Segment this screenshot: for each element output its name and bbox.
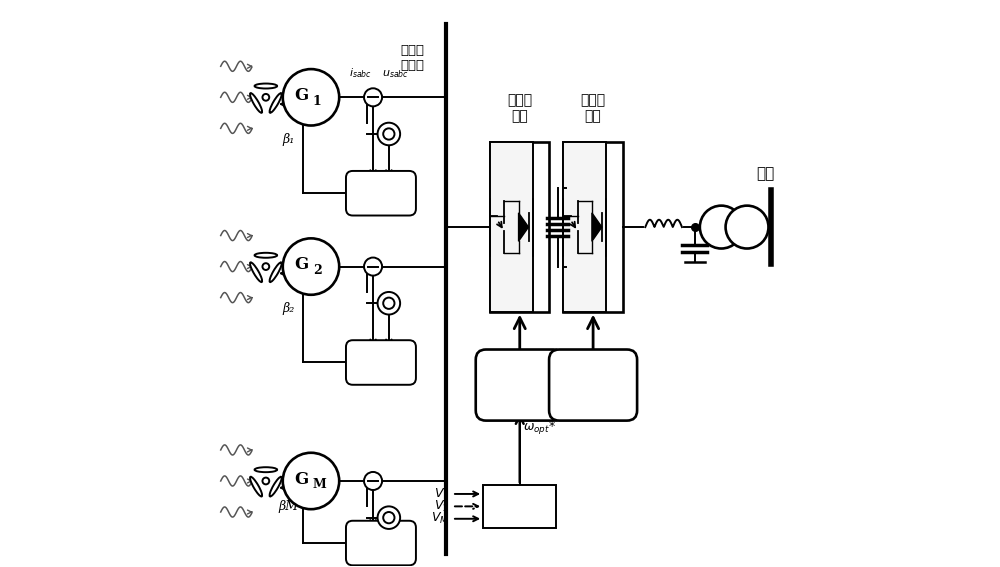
Circle shape	[383, 298, 394, 309]
Ellipse shape	[270, 93, 282, 113]
Circle shape	[378, 506, 400, 529]
Text: $V_1$: $V_1$	[434, 486, 449, 501]
FancyBboxPatch shape	[346, 171, 416, 215]
Text: β₁: β₁	[282, 133, 295, 146]
Text: 1: 1	[313, 95, 321, 108]
Text: 机侧
控制器: 机侧 控制器	[508, 371, 532, 399]
Ellipse shape	[255, 253, 277, 258]
Text: 最大风能输
出控制: 最大风能输 出控制	[501, 492, 538, 521]
Circle shape	[283, 453, 339, 509]
Text: $i_{sabc}$: $i_{sabc}$	[349, 66, 372, 81]
Text: G: G	[294, 256, 309, 273]
Text: G: G	[294, 471, 309, 488]
Circle shape	[383, 512, 394, 523]
Text: βM: βM	[278, 500, 298, 513]
Text: M: M	[313, 479, 326, 492]
Text: $\omega_{opt}$*: $\omega_{opt}$*	[523, 419, 556, 436]
Circle shape	[364, 257, 382, 276]
FancyBboxPatch shape	[549, 349, 637, 421]
Text: 电网: 电网	[756, 166, 774, 181]
Ellipse shape	[270, 263, 282, 282]
Polygon shape	[592, 213, 602, 242]
Text: 2: 2	[313, 264, 321, 277]
Bar	[490, 142, 533, 312]
Circle shape	[383, 128, 394, 139]
Bar	[563, 142, 606, 312]
Text: 网侧变
流器: 网侧变 流器	[581, 94, 606, 124]
Text: G: G	[294, 87, 309, 104]
Text: 变桨
控制全2: 变桨 控制全2	[367, 352, 394, 373]
Bar	[490, 142, 549, 312]
Circle shape	[283, 238, 339, 295]
Text: $V_2$: $V_2$	[434, 499, 449, 514]
Text: 机侧变
流器: 机侧变 流器	[507, 94, 532, 124]
FancyBboxPatch shape	[476, 349, 564, 421]
Bar	[563, 142, 623, 312]
Text: $u_{sabc}$: $u_{sabc}$	[382, 69, 409, 81]
FancyBboxPatch shape	[346, 521, 416, 565]
Ellipse shape	[255, 83, 277, 88]
Circle shape	[378, 122, 400, 145]
Circle shape	[364, 88, 382, 107]
FancyBboxPatch shape	[346, 340, 416, 385]
Text: 网侧
控制器: 网侧 控制器	[581, 371, 605, 399]
Text: · · · ·: · · · ·	[344, 365, 391, 383]
Circle shape	[283, 69, 339, 125]
Text: β₂: β₂	[282, 302, 295, 315]
Text: $V_M$: $V_M$	[431, 511, 449, 526]
Ellipse shape	[250, 93, 262, 113]
Ellipse shape	[270, 477, 282, 497]
Circle shape	[364, 472, 382, 490]
Text: 变桨
控制器M: 变桨 控制器M	[366, 532, 396, 554]
Ellipse shape	[250, 477, 262, 497]
Circle shape	[700, 206, 743, 248]
Bar	[483, 485, 556, 527]
Circle shape	[262, 94, 269, 101]
Polygon shape	[519, 213, 529, 242]
Circle shape	[262, 477, 269, 484]
Text: 变桨
控制全1: 变桨 控制全1	[368, 183, 394, 204]
Ellipse shape	[250, 263, 262, 282]
Circle shape	[262, 263, 269, 270]
Circle shape	[726, 206, 768, 248]
Ellipse shape	[255, 467, 277, 472]
Circle shape	[378, 292, 400, 315]
Text: 变频交
流母线: 变频交 流母线	[401, 44, 425, 72]
